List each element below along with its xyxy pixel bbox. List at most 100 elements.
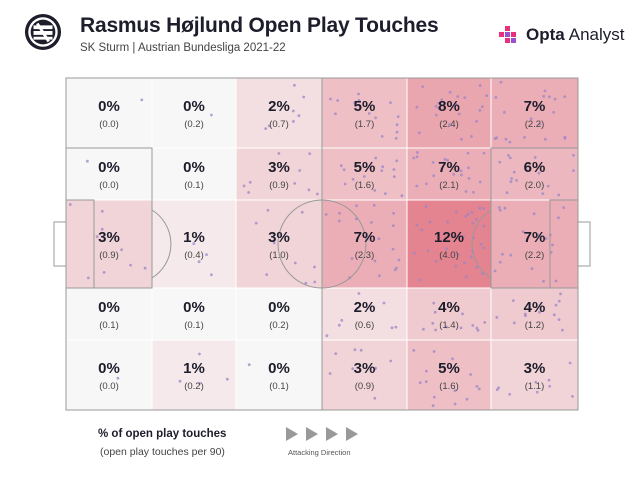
touch-point bbox=[302, 95, 306, 99]
cell-labels: 0% (0.0) 0% (0.2) 2% (0.7) 5% (1.7) 8% (2.4) 7% (2.… bbox=[98, 98, 545, 392]
touch-point bbox=[534, 380, 538, 384]
touch-point bbox=[390, 326, 394, 330]
touch-point bbox=[434, 104, 438, 108]
arrow-triangle-icon bbox=[286, 427, 298, 441]
touch-point bbox=[367, 112, 371, 115]
touch-point bbox=[504, 137, 508, 141]
touch-point bbox=[267, 124, 271, 128]
cell-percentage: 0% bbox=[98, 360, 120, 377]
touch-point bbox=[477, 387, 481, 391]
touch-point bbox=[464, 215, 468, 218]
cell-percentage: 3% bbox=[524, 360, 546, 377]
touch-point bbox=[421, 85, 425, 89]
touch-point bbox=[384, 192, 387, 196]
touch-point bbox=[501, 252, 504, 256]
touch-point bbox=[453, 402, 457, 406]
touch-point bbox=[431, 321, 435, 325]
touch-point bbox=[537, 171, 541, 175]
pitch-lines bbox=[53, 77, 591, 411]
touch-point bbox=[316, 192, 319, 196]
touch-point bbox=[247, 363, 251, 367]
touch-point bbox=[460, 137, 463, 141]
touch-point bbox=[448, 90, 452, 94]
touch-point bbox=[418, 381, 422, 385]
opta-mark-icon bbox=[499, 26, 516, 43]
cell-per90: (0.6) bbox=[355, 320, 375, 331]
touch-point bbox=[503, 206, 507, 210]
touch-point bbox=[525, 168, 528, 172]
cell-per90: (1.4) bbox=[439, 320, 459, 331]
cell-per90: (2.2) bbox=[525, 119, 545, 130]
touch-point bbox=[337, 323, 341, 327]
touch-point bbox=[198, 352, 201, 356]
cell-percentage: 4% bbox=[524, 299, 546, 316]
cell-per90: (0.0) bbox=[99, 381, 119, 392]
cell-per90: (2.1) bbox=[439, 180, 459, 191]
touch-point bbox=[472, 190, 475, 194]
heat-cell-r3-c3 bbox=[235, 199, 323, 289]
sk-sturm-crest-icon bbox=[24, 13, 62, 51]
touch-point bbox=[353, 348, 357, 352]
touch-point bbox=[463, 261, 466, 265]
touch-point bbox=[446, 158, 449, 162]
touch-point bbox=[563, 95, 567, 98]
touch-point bbox=[86, 159, 89, 163]
touch-point bbox=[272, 241, 276, 245]
touch-point bbox=[424, 380, 428, 384]
touch-point bbox=[512, 170, 516, 174]
touch-point bbox=[277, 152, 281, 155]
touch-point bbox=[433, 395, 436, 399]
touch-point bbox=[469, 255, 473, 259]
touch-point bbox=[420, 228, 424, 232]
touch-point bbox=[362, 175, 366, 178]
touch-point bbox=[300, 210, 304, 214]
cell-percentage: 0% bbox=[183, 159, 205, 176]
touch-point bbox=[467, 177, 471, 180]
touch-point bbox=[494, 96, 498, 99]
touch-point bbox=[334, 112, 337, 116]
touch-point bbox=[457, 112, 461, 116]
cell-per90: (2.3) bbox=[355, 250, 375, 261]
heat-cell-r5-c2 bbox=[151, 339, 237, 411]
touch-point bbox=[548, 384, 552, 388]
cell-percentage: 8% bbox=[438, 98, 460, 115]
touch-point bbox=[381, 165, 384, 169]
touch-point bbox=[264, 127, 268, 130]
touch-point bbox=[571, 395, 574, 398]
touch-point bbox=[425, 182, 428, 186]
legend-title: % of open play touches bbox=[98, 428, 227, 440]
touch-point bbox=[380, 135, 384, 138]
cell-percentage: 5% bbox=[354, 98, 376, 115]
cell-percentage: 7% bbox=[438, 159, 460, 176]
heat-cell-r2-c3 bbox=[235, 147, 323, 201]
touch-point bbox=[497, 386, 500, 390]
cell-per90: (0.1) bbox=[184, 320, 204, 331]
touch-point bbox=[129, 263, 133, 267]
heat-cell-r3-c4 bbox=[321, 199, 408, 289]
touch-point bbox=[197, 260, 201, 264]
cell-percentage: 12% bbox=[434, 229, 464, 246]
touch-point bbox=[373, 367, 377, 371]
touch-point bbox=[474, 217, 478, 221]
touch-point bbox=[357, 292, 361, 295]
touch-point bbox=[475, 385, 479, 388]
touch-point bbox=[512, 321, 516, 325]
touch-point bbox=[95, 235, 99, 239]
touch-point bbox=[395, 123, 399, 127]
touch-point bbox=[86, 276, 90, 280]
heat-cell-r5-c3 bbox=[235, 339, 323, 411]
cell-percentage: 0% bbox=[183, 299, 205, 316]
touch-point bbox=[445, 325, 448, 329]
cell-percentage: 1% bbox=[183, 229, 205, 246]
touch-point bbox=[543, 89, 547, 93]
touch-point bbox=[433, 310, 437, 314]
touch-point bbox=[353, 101, 357, 105]
touch-point bbox=[415, 184, 419, 188]
touch-point bbox=[391, 224, 395, 228]
touch-point bbox=[370, 221, 373, 224]
cell-per90: (0.2) bbox=[184, 381, 204, 392]
arrow-triangle-icon bbox=[306, 427, 318, 441]
touch-point bbox=[343, 182, 347, 186]
cell-percentage: 7% bbox=[524, 98, 546, 115]
touch-point bbox=[100, 227, 104, 231]
